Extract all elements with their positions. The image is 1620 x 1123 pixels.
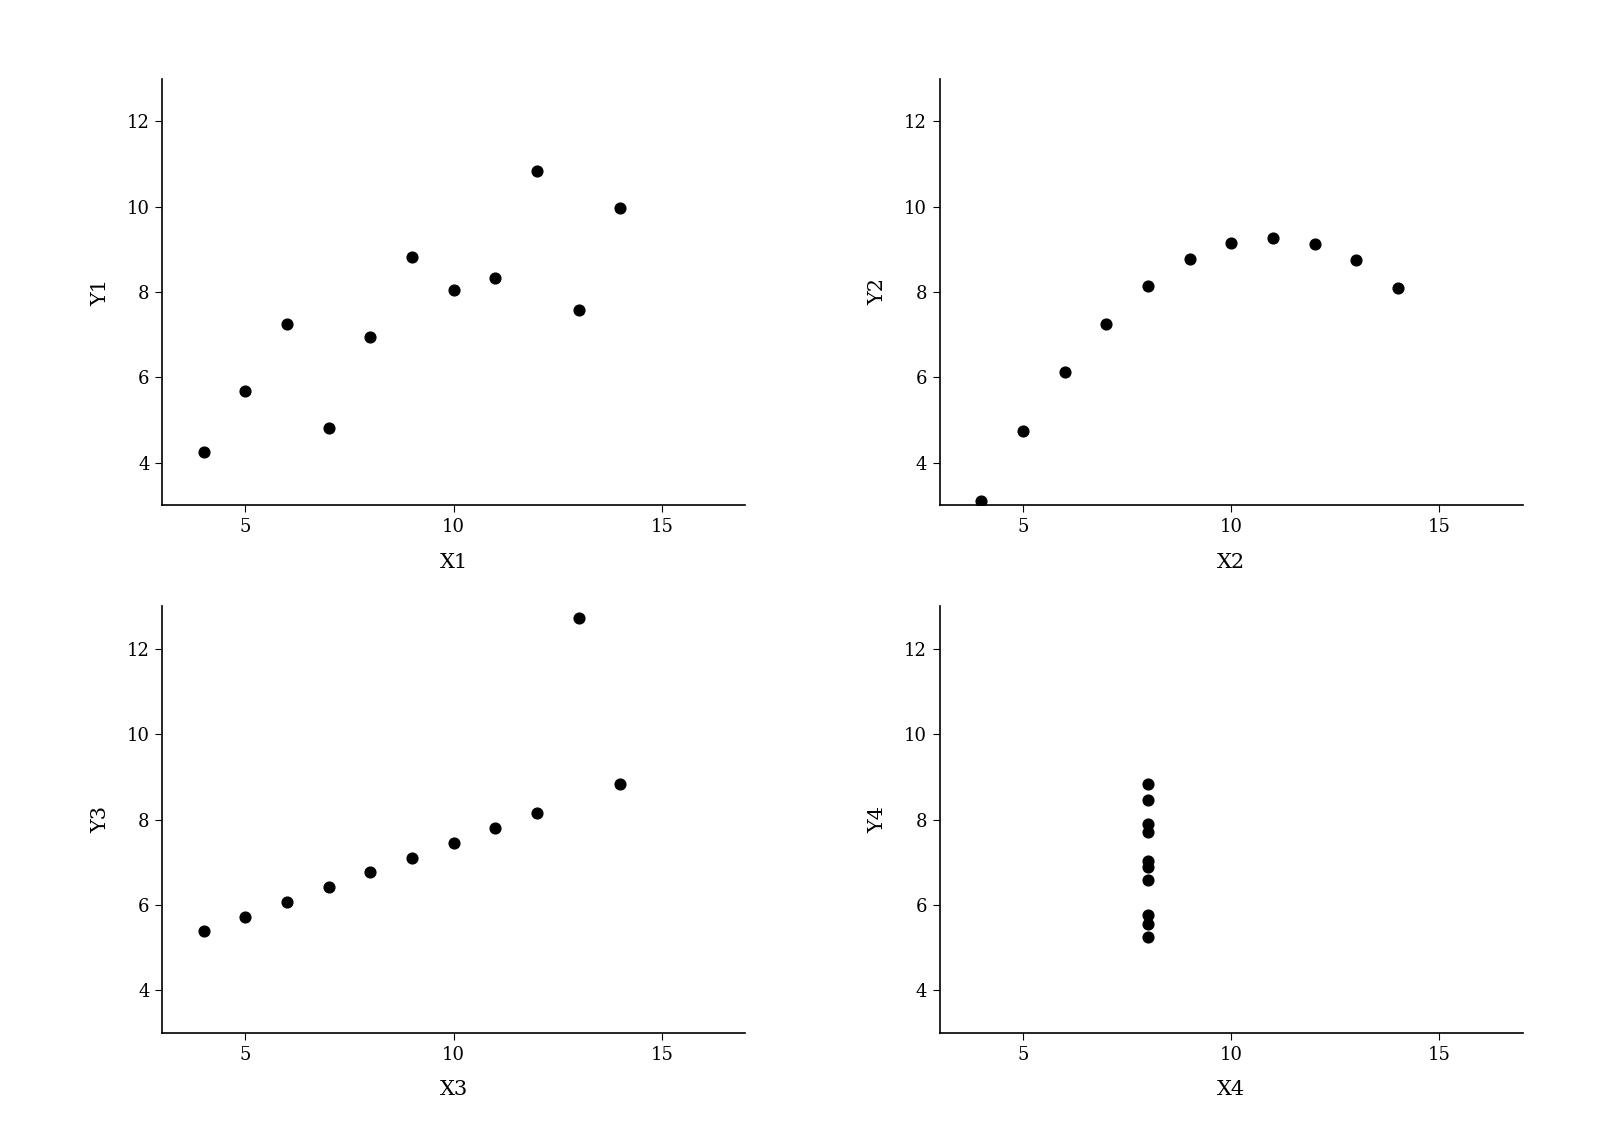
Point: [1136, 871, 1162, 889]
Point: [1136, 791, 1162, 809]
Point: [565, 609, 591, 627]
Point: [441, 834, 467, 852]
Point: [191, 442, 217, 460]
Point: [1136, 775, 1162, 793]
Point: [969, 492, 995, 510]
Point: [1218, 235, 1244, 253]
Point: [523, 162, 549, 180]
Point: [358, 328, 384, 346]
Point: [399, 248, 424, 266]
Point: [232, 907, 258, 925]
Point: [274, 893, 300, 911]
Point: [1136, 823, 1162, 841]
Y-axis label: Y1: Y1: [91, 279, 110, 305]
Point: [316, 419, 342, 437]
X-axis label: X4: X4: [1217, 1080, 1246, 1099]
X-axis label: X1: X1: [439, 553, 468, 572]
Point: [232, 382, 258, 400]
Point: [565, 301, 591, 319]
Point: [274, 316, 300, 334]
Point: [1136, 851, 1162, 869]
Point: [358, 864, 384, 882]
Point: [441, 281, 467, 299]
X-axis label: X3: X3: [439, 1080, 468, 1099]
Point: [1136, 277, 1162, 295]
Point: [1136, 906, 1162, 924]
Point: [316, 878, 342, 896]
Point: [483, 819, 509, 837]
Point: [608, 775, 633, 793]
Y-axis label: Y3: Y3: [91, 806, 110, 833]
Point: [1343, 252, 1369, 270]
X-axis label: X2: X2: [1217, 553, 1246, 572]
Point: [399, 849, 424, 867]
Point: [1051, 363, 1077, 381]
Point: [1301, 235, 1327, 253]
Point: [1009, 422, 1035, 440]
Y-axis label: Y2: Y2: [868, 279, 888, 305]
Point: [1136, 928, 1162, 946]
Y-axis label: Y4: Y4: [868, 806, 888, 833]
Point: [1385, 279, 1411, 296]
Point: [1260, 229, 1286, 247]
Point: [191, 922, 217, 940]
Point: [1094, 314, 1119, 332]
Point: [1592, 619, 1618, 637]
Point: [608, 200, 633, 218]
Point: [523, 804, 549, 822]
Point: [1176, 250, 1202, 268]
Point: [1136, 915, 1162, 933]
Point: [1136, 814, 1162, 832]
Point: [483, 268, 509, 286]
Point: [1136, 858, 1162, 876]
